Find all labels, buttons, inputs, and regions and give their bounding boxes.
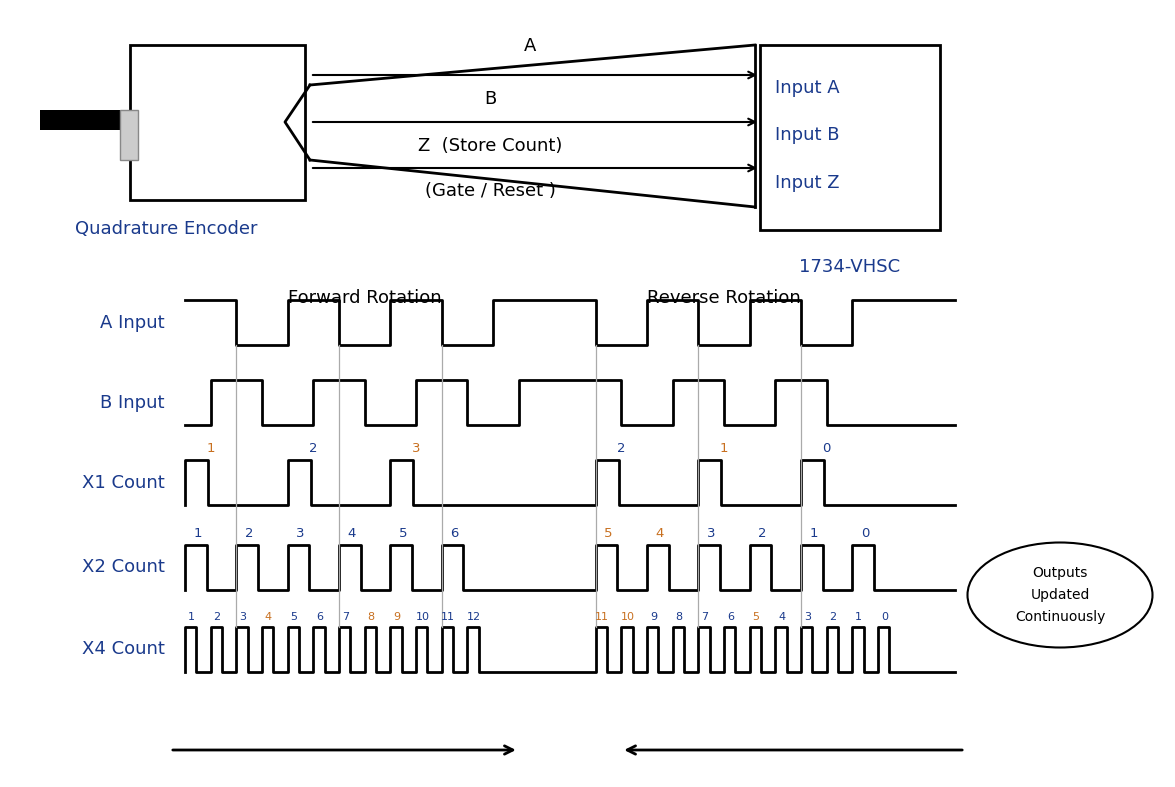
Text: Forward Rotation: Forward Rotation bbox=[288, 289, 442, 307]
Text: (Gate / Reset ): (Gate / Reset ) bbox=[424, 182, 556, 200]
Text: 1: 1 bbox=[207, 442, 215, 455]
Text: A: A bbox=[524, 37, 536, 55]
Text: Input Z: Input Z bbox=[776, 174, 839, 192]
Text: 3: 3 bbox=[296, 527, 304, 540]
Text: 9: 9 bbox=[394, 612, 401, 622]
Text: 1: 1 bbox=[188, 612, 195, 622]
Ellipse shape bbox=[967, 542, 1153, 648]
Bar bbox=[40, 110, 135, 130]
Text: X1 Count: X1 Count bbox=[82, 474, 165, 492]
Text: 9: 9 bbox=[650, 612, 657, 622]
Text: 2: 2 bbox=[214, 612, 221, 622]
Text: Reverse Rotation: Reverse Rotation bbox=[647, 289, 801, 307]
Bar bbox=[120, 110, 137, 160]
Text: 3: 3 bbox=[707, 527, 716, 540]
Bar bbox=[130, 45, 306, 200]
Text: Updated: Updated bbox=[1030, 588, 1089, 602]
Text: 1734-VHSC: 1734-VHSC bbox=[799, 258, 900, 276]
Text: 2: 2 bbox=[617, 442, 625, 455]
Text: 0: 0 bbox=[822, 442, 831, 455]
Text: 4: 4 bbox=[264, 612, 271, 622]
Text: Continuously: Continuously bbox=[1015, 610, 1106, 624]
Text: 4: 4 bbox=[348, 527, 356, 540]
Text: 8: 8 bbox=[676, 612, 683, 622]
Text: B Input: B Input bbox=[101, 394, 165, 412]
Text: 5: 5 bbox=[290, 612, 297, 622]
Text: 3: 3 bbox=[411, 442, 421, 455]
Text: 1: 1 bbox=[855, 612, 862, 622]
Text: Outputs: Outputs bbox=[1033, 566, 1088, 580]
Text: 10: 10 bbox=[416, 612, 429, 622]
Text: 1: 1 bbox=[810, 527, 818, 540]
Text: 4: 4 bbox=[778, 612, 785, 622]
Text: 5: 5 bbox=[604, 527, 612, 540]
Text: Input A: Input A bbox=[776, 79, 840, 97]
Text: 6: 6 bbox=[316, 612, 323, 622]
Text: 3: 3 bbox=[240, 612, 247, 622]
Text: 4: 4 bbox=[656, 527, 664, 540]
Text: Z  (Store Count): Z (Store Count) bbox=[418, 137, 562, 155]
Text: 7: 7 bbox=[701, 612, 709, 622]
Text: 7: 7 bbox=[342, 612, 349, 622]
Text: Quadrature Encoder: Quadrature Encoder bbox=[75, 220, 257, 238]
Text: X2 Count: X2 Count bbox=[82, 559, 165, 577]
Text: 5: 5 bbox=[400, 527, 408, 540]
Text: B: B bbox=[484, 90, 496, 108]
Text: 12: 12 bbox=[466, 612, 481, 622]
Text: 8: 8 bbox=[368, 612, 375, 622]
Text: 0: 0 bbox=[861, 527, 870, 540]
Text: 2: 2 bbox=[309, 442, 317, 455]
Text: 11: 11 bbox=[595, 612, 609, 622]
Text: 2: 2 bbox=[244, 527, 254, 540]
Text: 2: 2 bbox=[830, 612, 837, 622]
Text: X4 Count: X4 Count bbox=[82, 641, 165, 659]
Text: A Input: A Input bbox=[100, 313, 165, 331]
Text: 3: 3 bbox=[804, 612, 811, 622]
Text: 1: 1 bbox=[194, 527, 202, 540]
Text: Input B: Input B bbox=[776, 126, 839, 144]
Text: 2: 2 bbox=[758, 527, 767, 540]
Text: 6: 6 bbox=[727, 612, 734, 622]
Text: 11: 11 bbox=[441, 612, 455, 622]
Text: 6: 6 bbox=[450, 527, 458, 540]
Text: 5: 5 bbox=[752, 612, 759, 622]
Text: 1: 1 bbox=[720, 442, 728, 455]
Text: 0: 0 bbox=[881, 612, 888, 622]
Text: 10: 10 bbox=[620, 612, 634, 622]
Bar bbox=[760, 45, 940, 230]
